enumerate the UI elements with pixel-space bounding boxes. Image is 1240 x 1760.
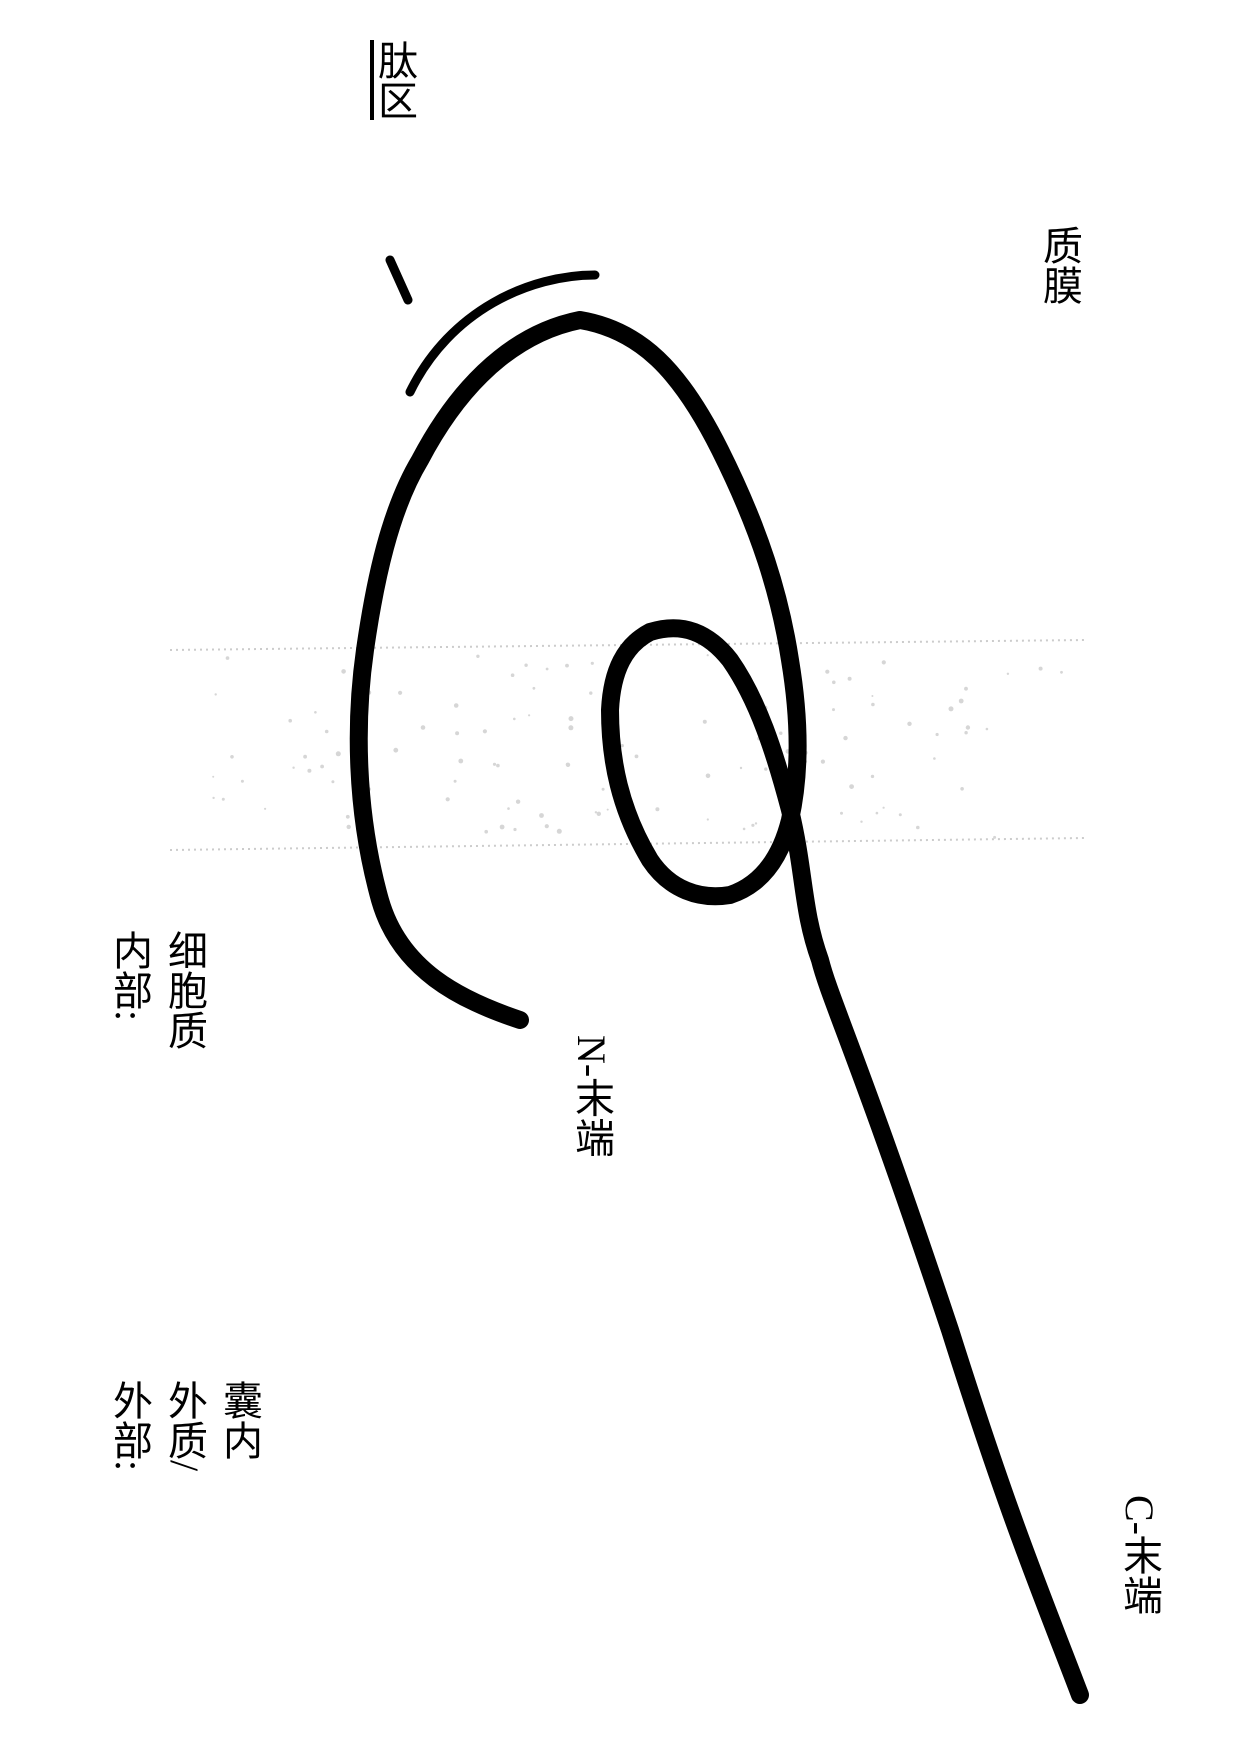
label-peptide-region: 肽区	[365, 40, 423, 120]
label-interior-line1: 细胞质	[155, 930, 213, 1050]
label-n-terminus: N-末端	[562, 1035, 620, 1157]
membrane-noise	[212, 654, 1063, 839]
label-exterior-line1: 外质/	[155, 1380, 213, 1471]
protein-curve	[359, 320, 1080, 1695]
label-exterior-title: 外部:	[100, 1380, 158, 1471]
label-interior-title: 内部:	[100, 930, 158, 1021]
label-membrane: 质膜	[1030, 225, 1088, 305]
label-c-terminus: C-末端	[1110, 1495, 1168, 1615]
label-exterior-line2: 囊内	[210, 1380, 268, 1460]
membrane-line-bottom	[170, 838, 1085, 850]
